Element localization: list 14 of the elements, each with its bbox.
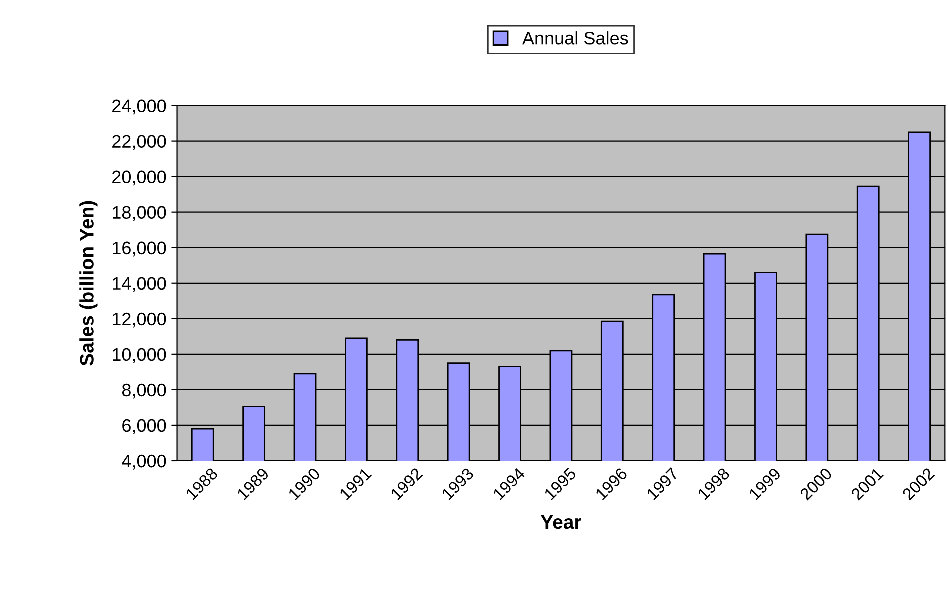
y-tick-label: 22,000 xyxy=(112,135,166,150)
y-tick-label: 8,000 xyxy=(122,384,166,399)
y-tick-label: 14,000 xyxy=(113,277,166,292)
y-tick-label: 12,000 xyxy=(113,312,166,328)
y-tick-label: 4,000 xyxy=(122,454,166,470)
y-axis-title: Sales (billion Yen) xyxy=(80,201,98,366)
y-tick-label: 6,000 xyxy=(122,419,166,434)
y-tick-label: 10,000 xyxy=(113,348,166,364)
y-tick-label: 20,000 xyxy=(112,170,166,186)
legend-label: Annual Sales xyxy=(522,32,628,45)
x-axis-title: Year xyxy=(541,516,582,530)
y-tick-label: 24,000 xyxy=(112,100,166,115)
y-tick-label: 16,000 xyxy=(113,242,166,257)
y-tick-label: 18,000 xyxy=(113,206,166,222)
